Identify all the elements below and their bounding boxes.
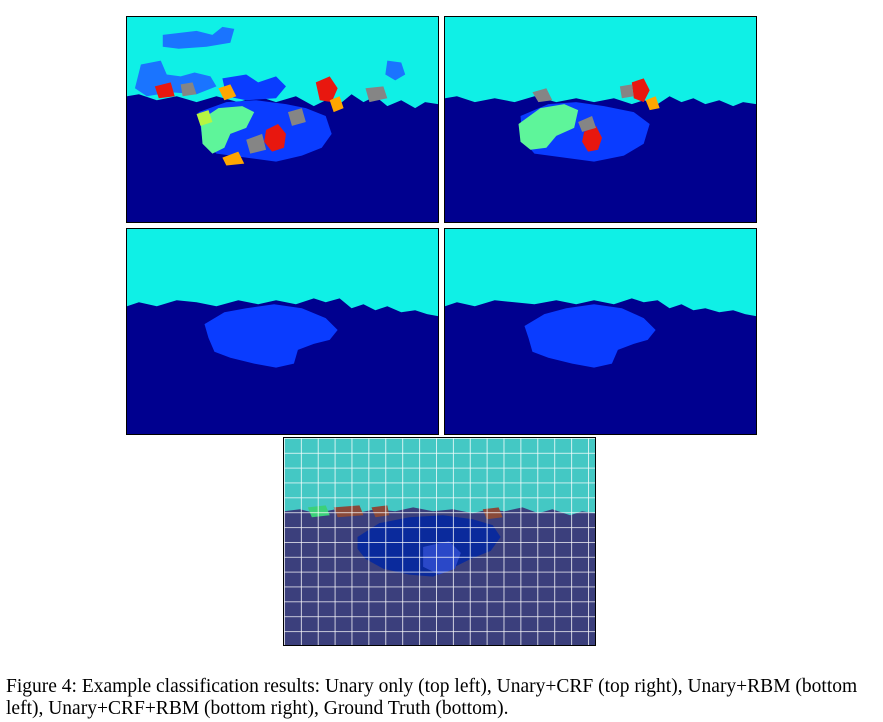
light-object-region [200,106,255,154]
object-blob-1 [222,74,286,101]
object-body [204,304,338,368]
sky-blob-3 [385,60,406,81]
segmentation-map-unary-only [127,17,438,222]
segmentation-map-unary-crf [445,17,756,222]
red-segment-1 [582,125,602,152]
sky-region [445,229,756,317]
orange-segment-3 [222,151,245,166]
gray-segment-2 [578,116,597,132]
orange-segment-2 [218,84,237,101]
panel-unary-rbm [126,228,439,435]
gray-segment-3 [365,86,388,103]
segmentation-map-ground-truth [284,438,595,645]
panel-unary-only [126,16,439,223]
superpixel-grid [284,438,595,645]
figure-caption: Figure 4: Example classification results… [6,676,858,719]
orange-segment-1 [329,96,344,113]
panel-ground-truth [283,437,596,646]
gray-segment-2 [287,108,306,126]
sky-region [127,229,438,317]
segmentation-map-unary-rbm [127,229,438,434]
panel-unary-crf-rbm [444,228,757,435]
red-segment-1 [264,123,286,152]
gray-segment-1 [532,88,553,103]
gray-segment-4 [246,133,267,154]
panel-unary-crf [444,16,757,223]
segmentation-map-unary-crf-rbm [445,229,756,434]
object-body [524,304,656,368]
yellow-green-segment [196,110,213,126]
red-segment-2 [631,78,650,103]
red-segment-2 [315,76,338,103]
red-segment-3 [154,82,175,99]
sky-region [445,17,756,107]
orange-segment-1 [645,96,660,111]
light-object-region [518,104,579,150]
gray-segment-3 [619,84,634,99]
sky-blob-1 [162,26,235,49]
gray-segment-1 [180,82,197,97]
